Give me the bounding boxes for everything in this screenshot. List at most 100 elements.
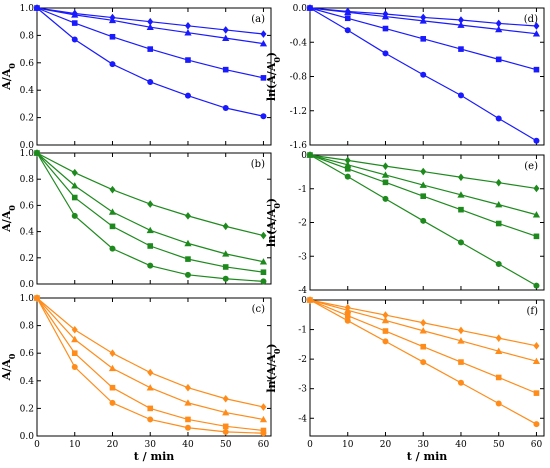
- y-axis-label-tail: ): [265, 52, 278, 57]
- panel-c: 0.0 0.2 0.4 0.6 0.8 1.0 0 10 20 30 40 50 60 t / min A/…: [0, 294, 272, 463]
- data-point: [420, 217, 427, 224]
- data-point: [344, 173, 351, 180]
- data-point: [382, 50, 389, 57]
- x-tick-label: 0: [307, 440, 313, 450]
- y-tick-label: -0.8: [290, 73, 308, 83]
- data-point: [344, 306, 352, 314]
- data-point: [457, 92, 464, 99]
- y-tick-label: 1.0: [20, 4, 35, 14]
- panel-label: (c): [252, 304, 266, 315]
- data-point: [259, 40, 268, 47]
- data-point: [382, 338, 389, 345]
- data-point: [419, 327, 427, 334]
- data-point: [382, 328, 389, 334]
- data-point: [457, 379, 464, 386]
- y-tick-label: 0.2: [20, 404, 34, 414]
- panel-d: 0.0 -0.4 -0.8 -1.2 -1.6 ln(A/A0) (d): [265, 4, 545, 151]
- data-point: [185, 416, 191, 423]
- series-line: [36, 297, 264, 421]
- data-point: [222, 264, 229, 270]
- data-point: [260, 430, 267, 437]
- x-tick-label: 20: [380, 440, 392, 450]
- data-point: [222, 408, 230, 416]
- data-point: [147, 17, 154, 26]
- data-point: [495, 115, 502, 122]
- y-axis-label-main: ln(A/A: [265, 62, 278, 101]
- data-point: [71, 168, 78, 177]
- data-point: [307, 297, 313, 303]
- panel-label: (b): [251, 159, 265, 170]
- y-axis-label-tail: ): [265, 198, 278, 203]
- y-tick-label: 0.0: [20, 432, 35, 442]
- y-tick-label: 0: [301, 296, 307, 306]
- data-point: [147, 368, 154, 377]
- data-point: [495, 56, 502, 63]
- data-point: [184, 239, 192, 247]
- y-tick-label: 0.0: [293, 4, 308, 14]
- data-point: [146, 384, 154, 391]
- y-tick-label: 0.8: [20, 175, 35, 185]
- data-point: [147, 262, 154, 269]
- data-point: [260, 278, 267, 285]
- y-tick-label: 0.4: [20, 377, 35, 387]
- data-point: [147, 416, 154, 423]
- y-axis-label-main: A/A: [0, 359, 13, 382]
- data-point: [184, 271, 191, 278]
- y-tick-label: -4: [298, 414, 307, 424]
- y-tick-label: 0.2: [20, 254, 34, 264]
- data-point: [147, 405, 154, 412]
- data-point: [222, 222, 229, 231]
- data-point: [108, 16, 117, 24]
- data-point: [420, 167, 427, 176]
- data-point: [420, 71, 427, 78]
- data-point: [108, 208, 117, 215]
- data-point: [457, 21, 465, 28]
- y-axis-label-subscript: 0: [272, 57, 282, 63]
- data-point: [344, 8, 352, 16]
- data-point: [109, 349, 116, 357]
- data-point: [495, 201, 503, 208]
- data-point: [222, 66, 229, 73]
- x-tick-label: 50: [493, 440, 505, 450]
- data-point: [381, 12, 390, 20]
- data-point: [146, 226, 154, 234]
- data-point: [533, 137, 540, 144]
- data-point: [495, 334, 502, 342]
- data-point: [222, 26, 229, 34]
- data-point: [457, 16, 464, 24]
- data-point: [344, 156, 351, 165]
- data-point: [495, 220, 502, 227]
- y-tick-label: 0.8: [20, 31, 35, 41]
- data-point: [71, 364, 78, 370]
- data-point: [382, 179, 389, 186]
- y-tick-label: 0.2: [20, 114, 34, 124]
- x-tick-label: 60: [531, 440, 543, 450]
- data-point: [458, 359, 464, 365]
- y-axis-label-subscript: 0: [272, 203, 282, 209]
- data-point: [109, 33, 116, 40]
- data-point: [71, 11, 79, 18]
- data-point: [420, 36, 427, 42]
- plot-frame: [36, 152, 272, 285]
- data-point: [259, 415, 268, 423]
- plot-frame: [309, 299, 545, 437]
- data-point: [108, 364, 117, 372]
- y-axis-label: A/A0: [0, 205, 17, 233]
- x-tick-label: 40: [182, 440, 194, 450]
- x-axis-label: t / min: [407, 450, 448, 463]
- data-point: [419, 181, 427, 188]
- data-point: [533, 66, 540, 73]
- data-point: [109, 245, 116, 252]
- data-point: [381, 316, 390, 324]
- y-tick-label: -1: [298, 185, 307, 195]
- data-point: [260, 75, 267, 81]
- data-point: [184, 22, 191, 30]
- y-tick-label: -2: [298, 355, 307, 365]
- panel-label: (d): [524, 14, 538, 25]
- data-point: [420, 318, 427, 327]
- data-point: [71, 335, 79, 343]
- plot-frame: [36, 297, 272, 437]
- x-tick-label: 60: [258, 440, 270, 450]
- data-point: [533, 421, 540, 428]
- data-point: [71, 325, 78, 334]
